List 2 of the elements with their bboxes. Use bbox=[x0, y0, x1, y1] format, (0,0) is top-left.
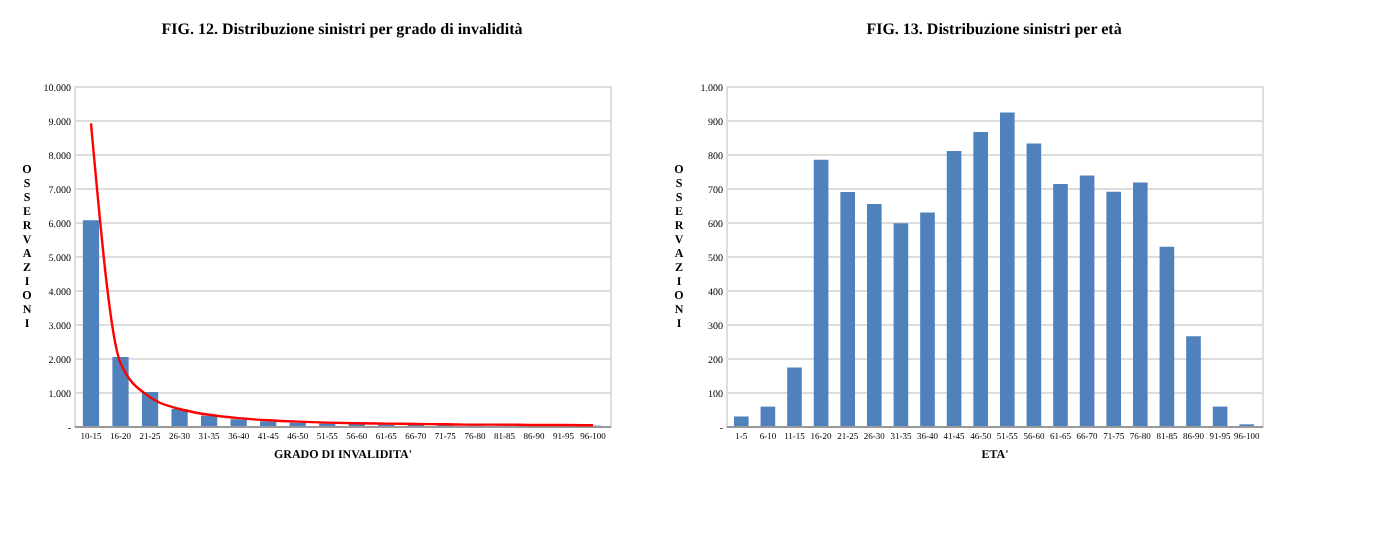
chart-title: FIG. 13. Distribuzione sinistri per età bbox=[866, 20, 1122, 38]
chart-title: FIG. 12. Distribuzione sinistri per grado di invalidità bbox=[161, 20, 523, 38]
